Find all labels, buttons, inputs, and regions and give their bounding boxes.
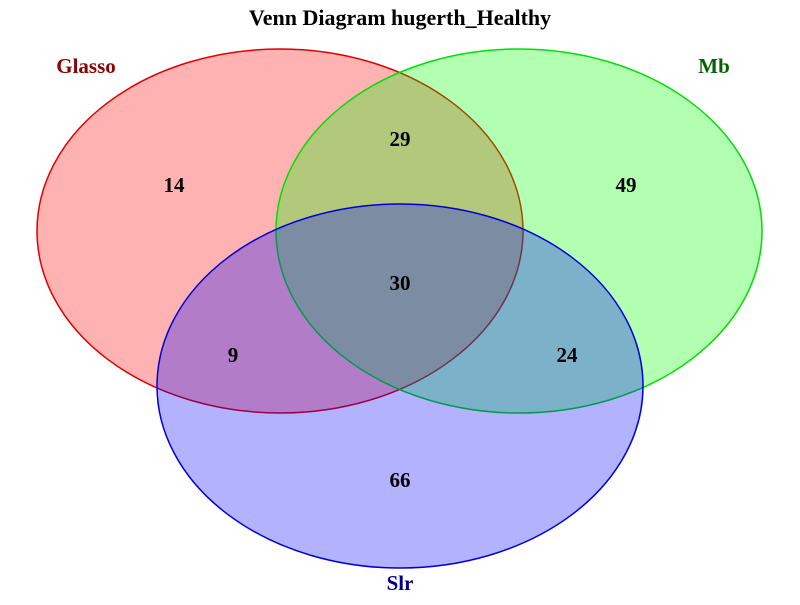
set-label-slr: Slr xyxy=(387,571,414,595)
region-count-slr-only: 66 xyxy=(390,468,411,492)
set-label-glasso: Glasso xyxy=(56,54,116,78)
set-label-mb: Mb xyxy=(698,54,730,78)
region-count-glasso-only: 14 xyxy=(164,173,186,197)
region-count-glasso-slr: 9 xyxy=(228,343,239,367)
region-count-mb-only: 49 xyxy=(616,173,637,197)
set-slr-ellipse xyxy=(156,203,644,569)
chart-title: Venn Diagram hugerth_Healthy xyxy=(248,5,552,30)
set-mb-ellipse xyxy=(275,48,763,414)
region-count-mb-slr: 24 xyxy=(557,343,579,367)
set-glasso-ellipse xyxy=(36,48,524,414)
region-count-all-three: 30 xyxy=(390,271,411,295)
region-count-glasso-mb: 29 xyxy=(390,127,411,151)
